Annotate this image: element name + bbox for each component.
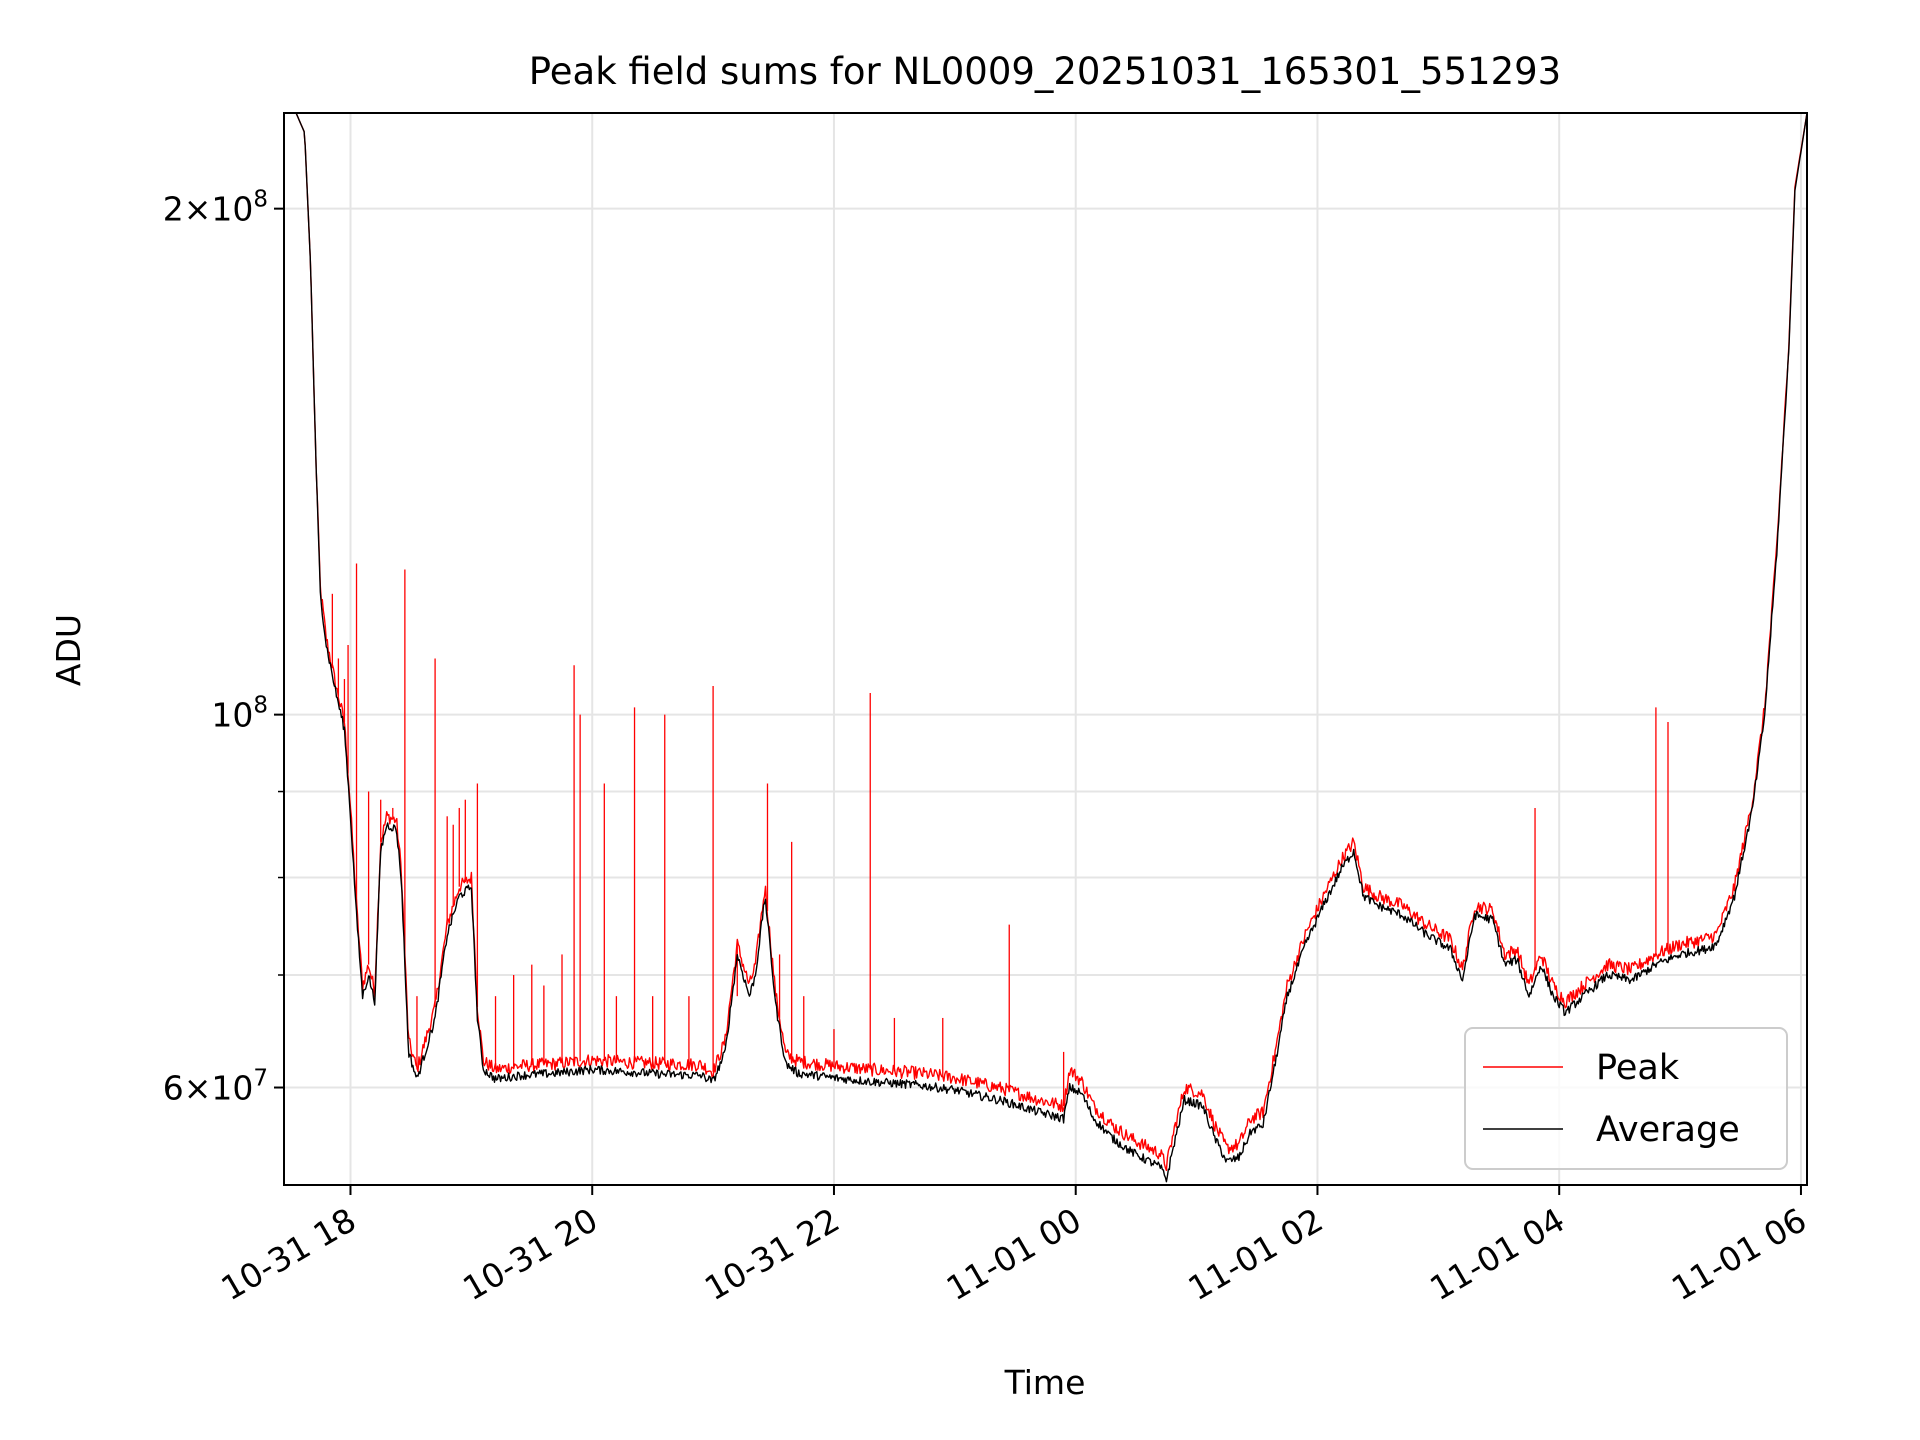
- legend: Peak Average: [1464, 1027, 1788, 1170]
- plot-frame: [283, 112, 1808, 1186]
- y-axis-label: ADU: [49, 614, 88, 686]
- series-line-average: [295, 113, 1807, 1183]
- y-tick-label: 2×108: [163, 187, 268, 229]
- legend-label-average: Average: [1596, 1110, 1740, 1150]
- y-tick-label: 6×107: [163, 1066, 268, 1108]
- x-axis-label: Time: [1004, 1363, 1086, 1402]
- chart-title: Peak field sums for NL0009_20251031_1653…: [529, 50, 1561, 93]
- series-layer: [295, 113, 1807, 1183]
- series-line-peak: [295, 113, 1807, 1172]
- legend-box: [1464, 1027, 1788, 1170]
- y-tick-label: 108: [211, 693, 268, 735]
- legend-label-peak: Peak: [1596, 1048, 1680, 1088]
- y-axis-ticks: 6×107 108 2×108: [163, 187, 284, 1108]
- grid-lines: [284, 113, 1807, 1185]
